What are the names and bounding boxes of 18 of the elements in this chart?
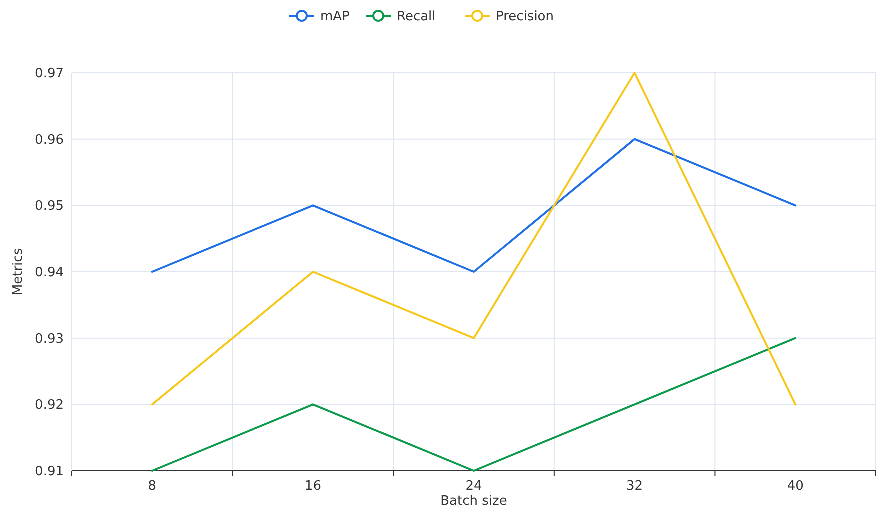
y-tick-label: 0.93 <box>35 332 64 347</box>
x-tick-label: 40 <box>787 479 804 494</box>
legend-label: Recall <box>397 10 436 25</box>
y-tick-label: 0.97 <box>35 66 64 82</box>
legend-label: mAP <box>320 10 350 25</box>
x-tick-label: 32 <box>626 479 644 494</box>
y-tick-label: 0.91 <box>35 464 64 480</box>
y-tick-label: 0.96 <box>35 132 64 148</box>
x-tick-label: 8 <box>148 479 157 494</box>
line-series <box>151 72 797 406</box>
y-tick-label: 0.95 <box>35 199 64 214</box>
x-tick-label: 24 <box>466 479 482 494</box>
y-axis-title: Metrics <box>11 248 26 296</box>
legend-label: Precision <box>496 10 554 25</box>
y-tick-label: 0.92 <box>35 398 64 414</box>
y-tick-label: 0.94 <box>35 266 64 281</box>
x-axis-title: Batch size <box>440 494 508 509</box>
x-tick-label: 16 <box>304 479 322 494</box>
